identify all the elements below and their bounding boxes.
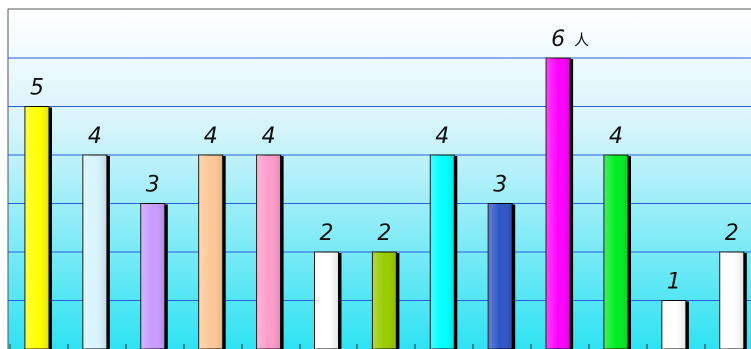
- data-labels: 5 4 3 4 4 2 2 4 3 6 人 4 1 2: [30, 27, 739, 295]
- bar-shading: [256, 155, 281, 349]
- data-label: 1: [667, 270, 681, 295]
- bar-shading: [372, 252, 397, 349]
- bar-shading: [140, 203, 165, 349]
- bars: [24, 57, 747, 349]
- bar-shading: [314, 252, 339, 349]
- data-label: 2: [377, 221, 391, 246]
- bar-shading: [198, 155, 223, 349]
- data-label: 5: [30, 76, 44, 101]
- data-label: 6: [551, 27, 565, 52]
- x-axis-ticks: [9, 344, 706, 349]
- data-label: 2: [320, 221, 334, 246]
- bar-shading: [719, 252, 744, 349]
- bar-shading: [546, 58, 571, 349]
- bar-shading: [82, 155, 107, 349]
- bar-shading: [430, 155, 455, 349]
- data-label: 4: [262, 124, 276, 149]
- data-label: 4: [435, 124, 449, 149]
- data-label: 3: [493, 173, 507, 198]
- data-label: 2: [725, 221, 739, 246]
- bar-shading: [661, 300, 686, 349]
- unit-label: 人: [574, 31, 589, 49]
- data-label: 3: [146, 173, 160, 198]
- data-label: 4: [88, 124, 102, 149]
- data-label: 4: [609, 124, 623, 149]
- data-label: 4: [204, 124, 218, 149]
- bar-shading: [604, 155, 628, 349]
- bar-shading: [488, 203, 513, 349]
- bar-shading: [25, 106, 49, 349]
